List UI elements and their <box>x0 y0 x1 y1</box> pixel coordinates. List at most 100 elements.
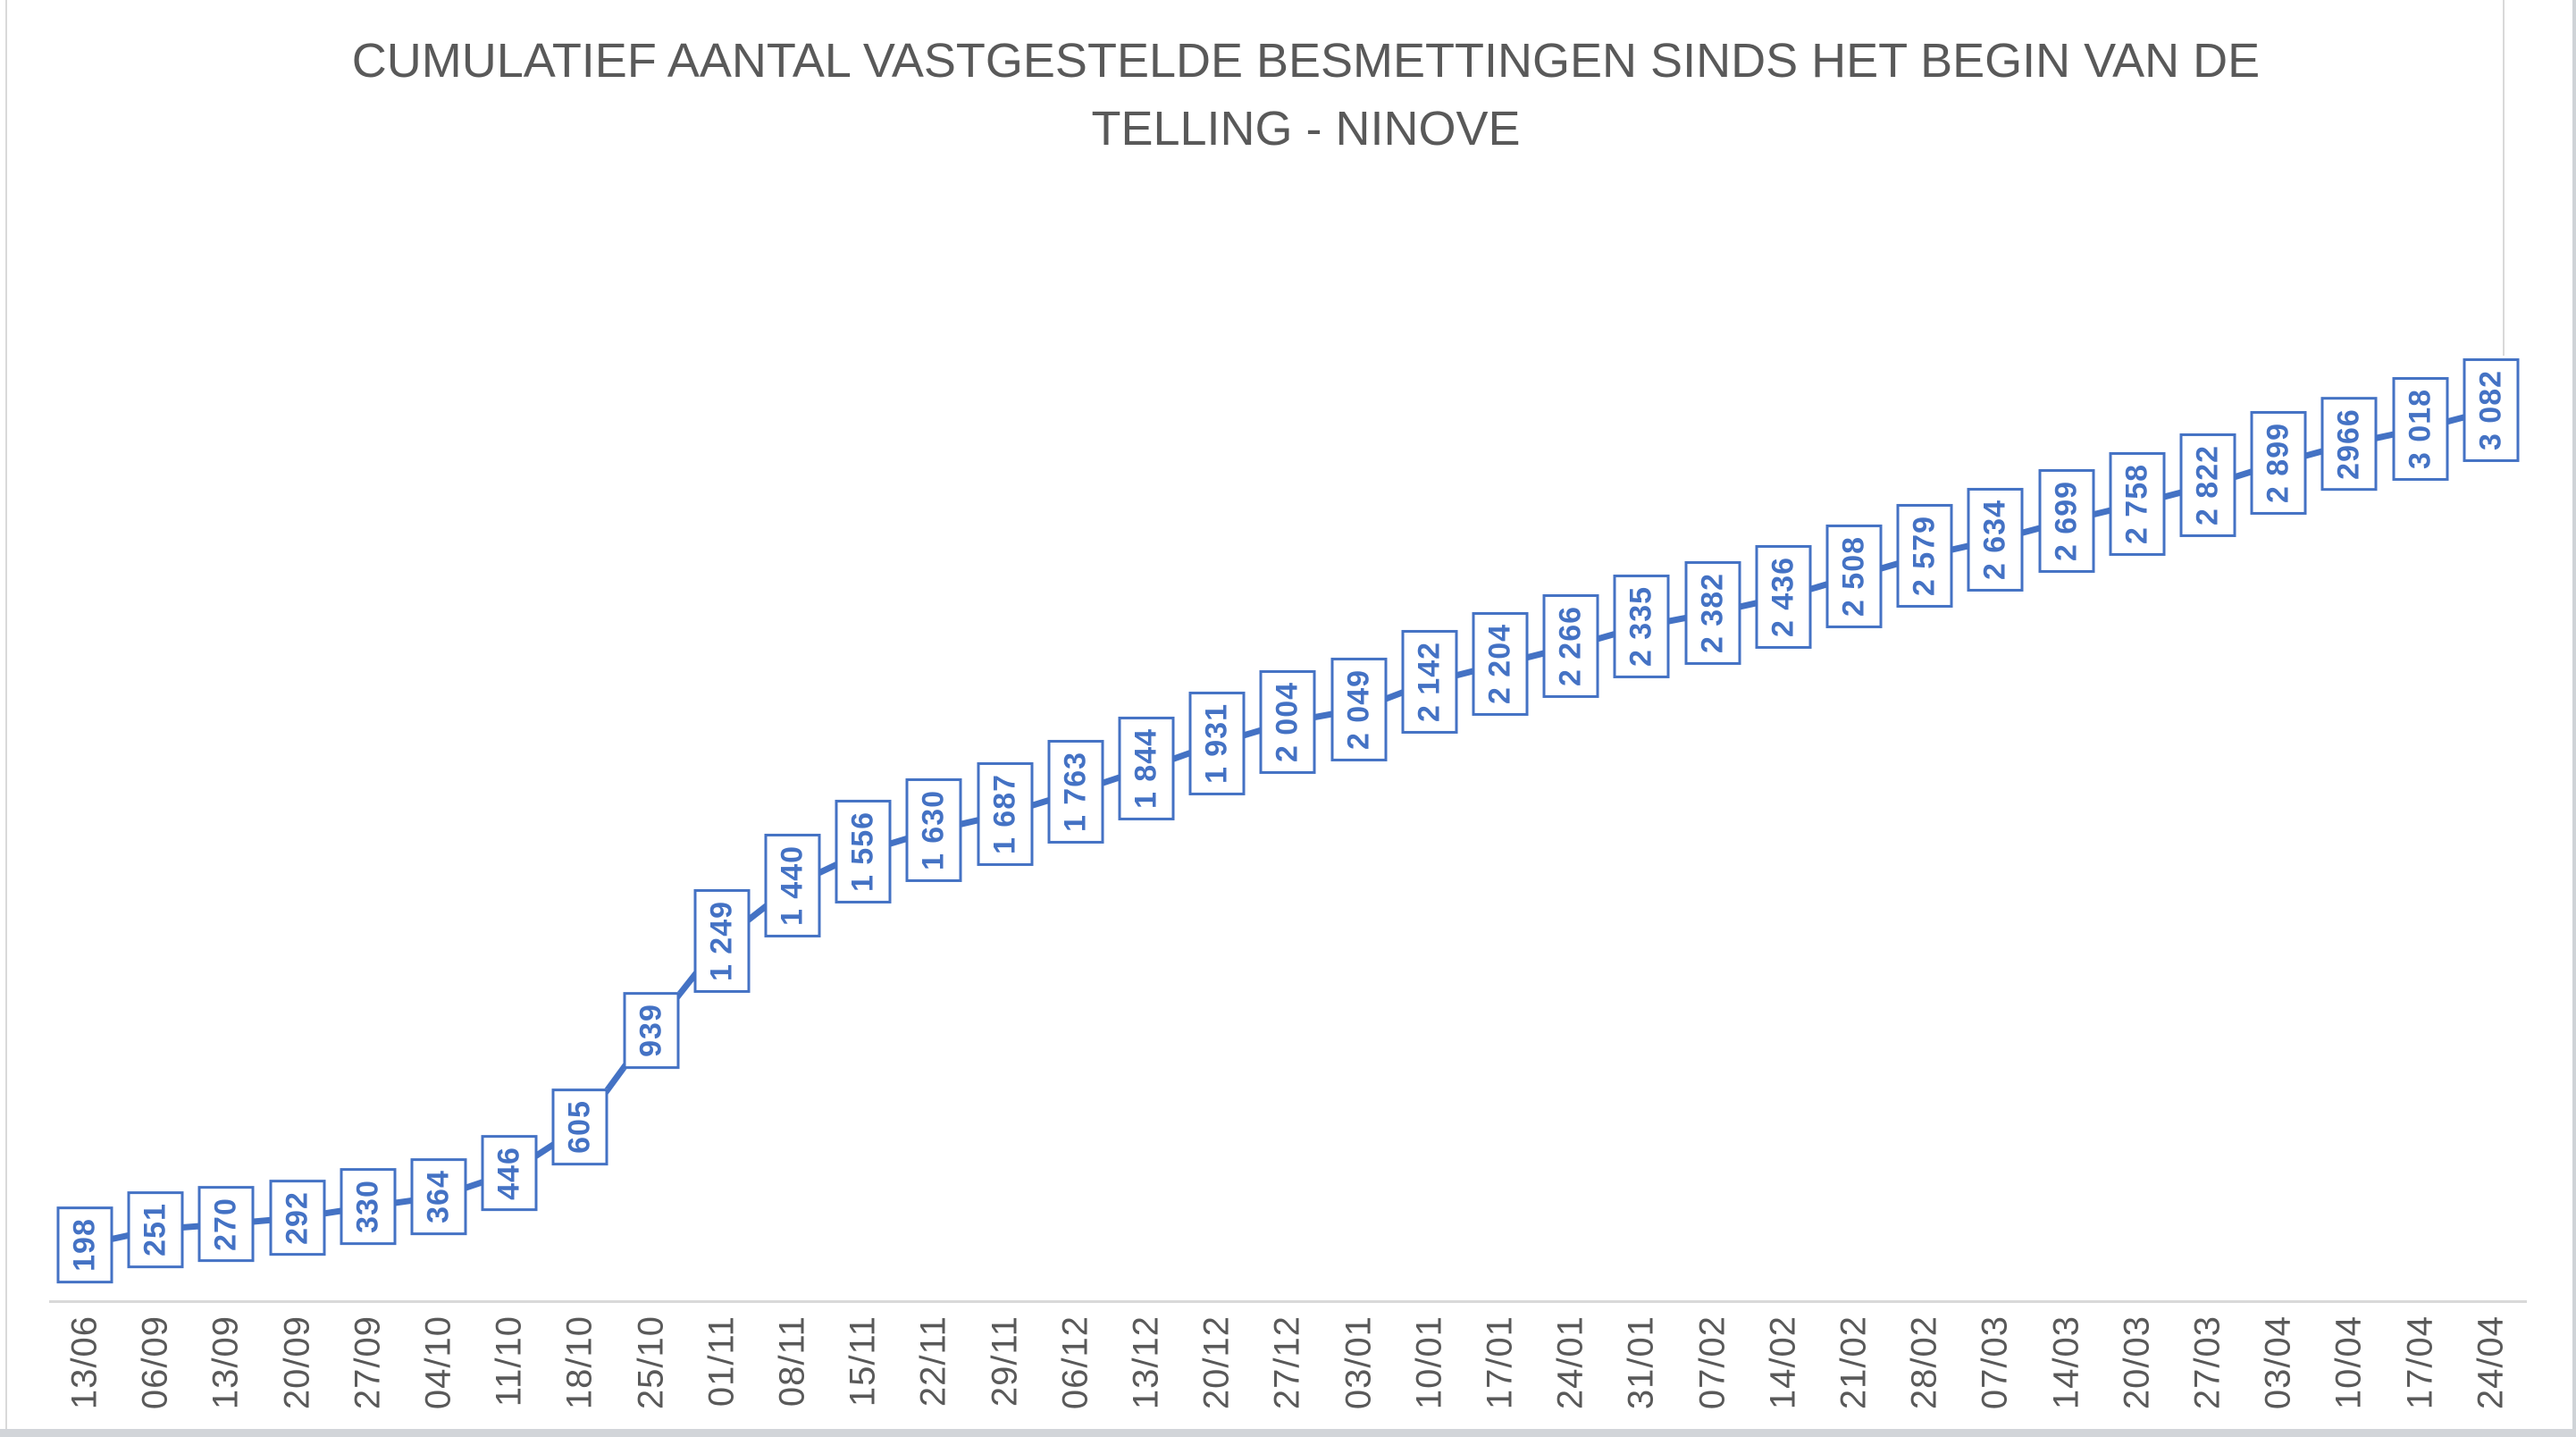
data-label-box: 1 687 <box>977 761 1034 866</box>
data-label-value: 1 630 <box>916 790 951 871</box>
data-label-value: 270 <box>208 1197 243 1251</box>
x-axis-tick-label: 10/04 <box>2329 1315 2370 1409</box>
data-label-value: 2 382 <box>1695 572 1730 653</box>
data-label-value: 939 <box>634 1004 668 1057</box>
data-label-value: 605 <box>562 1100 597 1155</box>
x-axis-tick-label: 13/09 <box>206 1315 247 1409</box>
x-axis-tick-label: 22/11 <box>914 1315 954 1407</box>
data-label-value: 2 758 <box>2119 463 2154 544</box>
x-axis-tick-label: 27/09 <box>348 1315 388 1409</box>
data-label-box: 2 579 <box>1896 503 1953 608</box>
x-axis-tick-label: 20/09 <box>277 1315 317 1409</box>
chart-title-line1: CUMULATIEF AANTAL VASTGESTELDE BESMETTIN… <box>351 34 2261 88</box>
x-axis-tick-label: 29/11 <box>985 1315 1025 1407</box>
x-axis-tick-text: 06/12 <box>1055 1315 1095 1410</box>
x-axis-tick-label: 17/01 <box>1481 1315 1521 1409</box>
x-axis-tick-text: 07/02 <box>1692 1315 1733 1410</box>
data-label-value: 2 899 <box>2261 423 2295 504</box>
x-axis-tick-label: 24/01 <box>1551 1315 1591 1409</box>
data-label-box: 2 899 <box>2250 411 2307 516</box>
data-label-box: 292 <box>269 1179 326 1256</box>
chart-title: CUMULATIEF AANTAL VASTGESTELDE BESMETTIN… <box>54 27 2558 163</box>
x-axis-tick-label: 11/10 <box>490 1315 530 1407</box>
x-axis-tick-label: 25/10 <box>631 1315 671 1409</box>
data-label-box: 3 018 <box>2392 376 2449 481</box>
data-label-box: 2 508 <box>1825 524 1883 628</box>
x-axis-tick-text: 27/03 <box>2187 1315 2228 1410</box>
chart-title-line2: TELLING - NINOVE <box>1091 102 1521 155</box>
x-axis-tick-text: 22/11 <box>913 1315 953 1408</box>
x-axis-tick-text: 31/01 <box>1621 1315 1661 1410</box>
data-label-value: 1 931 <box>1199 702 1234 784</box>
x-axis-tick-label: 27/12 <box>1268 1315 1308 1409</box>
x-axis-tick-label: 13/06 <box>65 1315 105 1409</box>
data-label-value: 2966 <box>2331 408 2366 480</box>
x-axis-tick-text: 04/10 <box>418 1315 458 1410</box>
x-axis-tick-label: 06/12 <box>1055 1315 1095 1409</box>
x-axis-tick-label: 01/11 <box>701 1315 742 1407</box>
data-label-box: 2 758 <box>2109 451 2166 556</box>
data-label-value: 2 004 <box>1270 682 1305 763</box>
data-label-value: 330 <box>350 1180 385 1234</box>
x-axis-tick-label: 03/04 <box>2259 1315 2299 1409</box>
x-axis-tick-text: 15/11 <box>843 1315 883 1408</box>
x-axis-tick-text: 07/03 <box>1975 1315 2015 1410</box>
x-axis-tick-text: 01/11 <box>701 1315 742 1408</box>
x-axis-tick-text: 20/03 <box>2117 1315 2157 1410</box>
data-label-value: 446 <box>491 1146 526 1200</box>
data-label-value: 364 <box>421 1170 456 1224</box>
x-axis-tick-text: 20/12 <box>1196 1315 1237 1410</box>
x-axis-tick-label: 24/04 <box>2471 1315 2511 1409</box>
x-axis-tick-label: 07/02 <box>1692 1315 1733 1409</box>
x-axis-tick-label: 13/12 <box>1127 1315 1167 1409</box>
data-label-box: 605 <box>551 1088 608 1166</box>
data-label-value: 198 <box>67 1218 102 1272</box>
window-edge-right <box>2572 0 2576 1437</box>
data-label-box: 1 556 <box>835 800 892 904</box>
x-axis-tick-text: 27/12 <box>1267 1315 1307 1410</box>
window-edge-bottom <box>0 1429 2576 1437</box>
data-label-value: 2 699 <box>2049 480 2084 562</box>
data-label-box: 270 <box>197 1185 255 1263</box>
data-label-box: 1 440 <box>764 833 821 937</box>
window-edge-left <box>5 0 7 1437</box>
data-label-value: 2 508 <box>1836 535 1871 617</box>
x-axis-tick-text: 27/09 <box>348 1315 388 1410</box>
data-label-value: 1 440 <box>775 845 810 926</box>
data-label-value: 3 082 <box>2473 369 2508 451</box>
x-axis-tick-text: 25/10 <box>631 1315 671 1410</box>
data-label-value: 251 <box>138 1202 172 1256</box>
x-axis-tick-text: 24/01 <box>1550 1315 1590 1410</box>
x-axis-tick-label: 20/03 <box>2117 1315 2157 1409</box>
data-label-box: 2 822 <box>2179 433 2236 538</box>
x-axis-tick-text: 13/06 <box>64 1315 105 1410</box>
data-label-box: 2 204 <box>1472 612 1529 717</box>
data-label-value: 2 335 <box>1624 585 1658 667</box>
data-label-box: 2 382 <box>1684 560 1741 665</box>
data-label-value: 292 <box>280 1190 315 1245</box>
data-label-box: 2 436 <box>1755 545 1812 650</box>
x-axis-tick-label: 17/04 <box>2400 1315 2440 1409</box>
x-axis-tick-text: 10/01 <box>1409 1315 1449 1410</box>
data-label-box: 2 699 <box>2038 468 2095 574</box>
data-label-box: 364 <box>410 1158 467 1236</box>
x-axis-tick-label: 18/10 <box>560 1315 600 1409</box>
data-label-box: 1 763 <box>1047 740 1104 845</box>
x-axis-tick-text: 03/04 <box>2258 1315 2298 1410</box>
x-axis-tick-label: 14/03 <box>2046 1315 2086 1409</box>
data-label-box: 2 266 <box>1542 594 1599 699</box>
x-axis-tick-label: 21/02 <box>1834 1315 1875 1409</box>
data-label-value: 2 822 <box>2190 445 2225 526</box>
data-label-value: 2 142 <box>1412 642 1447 723</box>
data-label-box: 1 249 <box>693 888 751 993</box>
data-label-value: 1 249 <box>704 900 739 981</box>
x-axis-tick-label: 06/09 <box>136 1315 176 1409</box>
x-axis-tick-label: 28/02 <box>1905 1315 1945 1409</box>
x-axis-tick-label: 14/02 <box>1763 1315 1803 1409</box>
x-axis-tick-label: 07/03 <box>1976 1315 2016 1409</box>
data-label-value: 3 018 <box>2403 388 2438 469</box>
data-label-box: 2966 <box>2320 396 2378 492</box>
data-label-value: 2 049 <box>1341 668 1376 750</box>
x-axis-tick-text: 20/09 <box>277 1315 317 1410</box>
